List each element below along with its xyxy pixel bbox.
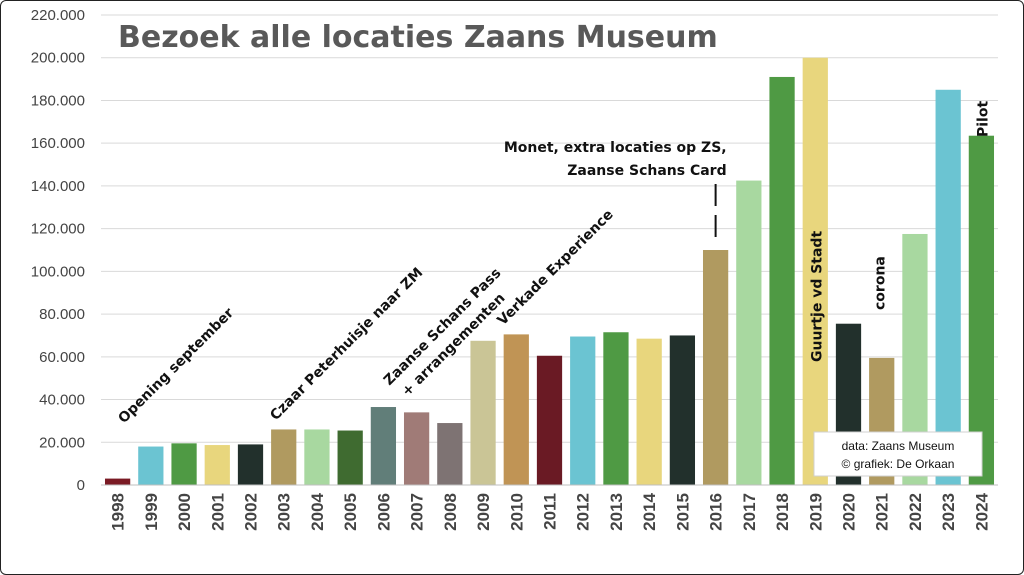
bar-2000 [171, 443, 197, 485]
x-tick-label: 1999 [142, 493, 161, 531]
annotation-label: Guurtje vd Stadt [809, 231, 825, 362]
x-tick-label: 2010 [507, 493, 526, 531]
bar-2013 [603, 332, 629, 485]
y-axis-ticks: 0 20.000 40.000 60.000 80.000 100.000 120.000 1… [31, 7, 85, 494]
bar-2017 [736, 180, 762, 485]
bar-2016 [702, 250, 729, 485]
x-tick-label: 1998 [109, 493, 128, 531]
bar-2019 [802, 57, 828, 486]
x-axis-ticks: 1998 1999 2000 2001 2002 2003 2004 2005 2006 2007… [109, 492, 992, 530]
y-tick-label: 80.000 [39, 306, 85, 323]
bar-2023 [935, 89, 961, 485]
bars [104, 57, 995, 486]
bar-2002 [237, 444, 264, 485]
bar-2018 [769, 76, 795, 486]
bar-1998 [104, 478, 131, 485]
y-tick-label: 0 [77, 477, 85, 494]
source-box: data: Zaans Museum © grafiek: De Orkaan [813, 431, 983, 477]
x-tick-label: 2003 [275, 493, 294, 531]
x-tick-label: 2019 [806, 493, 825, 531]
x-tick-label: 2016 [707, 493, 726, 531]
bar-2006 [370, 407, 397, 485]
bar-2014 [636, 338, 662, 485]
bar-2003 [271, 429, 297, 485]
y-tick-label: 20.000 [39, 434, 85, 451]
bar-2009 [470, 340, 496, 485]
bar-2012 [570, 336, 596, 485]
bar-2008 [437, 423, 463, 485]
annotation-label: Pilot [975, 101, 991, 137]
x-tick-label: 2008 [441, 493, 460, 531]
x-tick-label: 2012 [574, 493, 593, 531]
x-tick-label: 2005 [341, 493, 360, 531]
bar-2004 [304, 429, 330, 485]
source-background [813, 431, 983, 477]
x-tick-label: 2000 [175, 493, 194, 531]
x-tick-label: 2020 [840, 493, 859, 531]
x-tick-label: 2001 [208, 493, 227, 531]
y-tick-label: 100.000 [31, 263, 85, 280]
y-tick-label: 200.000 [31, 50, 85, 67]
annotation-label: Opening september [115, 305, 237, 427]
x-tick-label: 2018 [773, 493, 792, 531]
y-tick-label: 120.000 [31, 221, 85, 238]
annotation-label: corona [873, 256, 889, 310]
x-tick-label: 2017 [740, 493, 759, 531]
bar-2024 [968, 135, 995, 486]
x-tick-label: 2021 [873, 493, 892, 531]
annotation-label: Verkade Experience [495, 207, 617, 329]
x-tick-label: 2023 [939, 493, 958, 531]
x-tick-label: 2013 [607, 493, 626, 531]
annotation-label: Monet, extra locaties op ZS, [504, 140, 727, 156]
x-tick-label: 2024 [972, 492, 991, 530]
bar-2001 [204, 445, 230, 485]
gridlines [101, 14, 998, 443]
source-line: data: Zaans Museum [842, 439, 955, 453]
bar-2011 [536, 355, 563, 485]
x-tick-label: 2022 [906, 493, 925, 531]
x-tick-label: 2002 [242, 493, 261, 531]
x-tick-label: 2007 [408, 493, 427, 531]
chart-title: Bezoek alle locaties Zaans Museum [118, 20, 718, 55]
bar-2010 [503, 334, 529, 485]
y-tick-label: 40.000 [39, 392, 85, 409]
y-tick-label: 160.000 [31, 135, 85, 152]
x-tick-label: 2014 [640, 492, 659, 530]
x-tick-label: 2015 [673, 493, 692, 531]
bar-2007 [403, 412, 430, 485]
y-tick-label: 60.000 [39, 349, 85, 366]
bar-2005 [337, 430, 363, 485]
y-tick-label: 180.000 [31, 92, 85, 109]
x-tick-label: 2009 [474, 493, 493, 531]
x-tick-label: 2006 [374, 493, 393, 531]
annotation-label: Zaanse Schans Card [567, 163, 726, 179]
x-tick-label: 2004 [308, 492, 327, 530]
y-tick-label: 140.000 [31, 178, 85, 195]
bar-1999 [138, 446, 164, 485]
y-tick-label: 220.000 [31, 7, 85, 24]
source-line: © grafiek: De Orkaan [842, 457, 955, 471]
x-tick-label: 2011 [541, 493, 560, 530]
bar-2015 [669, 335, 696, 485]
